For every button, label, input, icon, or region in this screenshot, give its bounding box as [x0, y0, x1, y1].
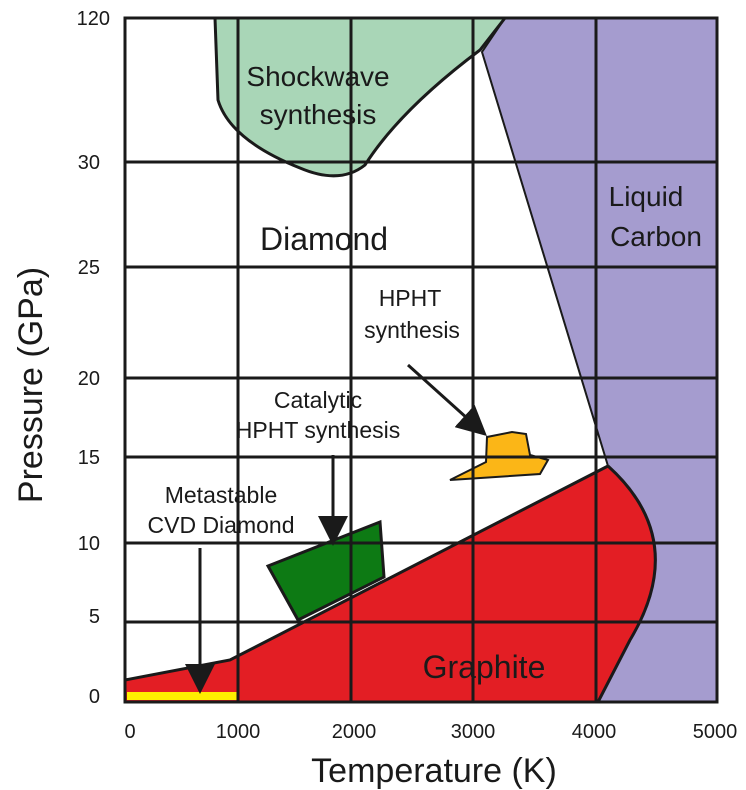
diamond-label: Diamond — [260, 221, 388, 257]
y-ticks: 0 5 10 15 20 25 30 120 — [77, 8, 110, 708]
liquid-label-2: Carbon — [610, 221, 702, 252]
x-tick-4000: 4000 — [572, 721, 617, 743]
graphite-diamond-boundary — [124, 464, 609, 682]
hpht-label-1: HPHT — [379, 285, 442, 311]
catalytic-label-2: HPHT synthesis — [236, 417, 400, 443]
y-tick-25: 25 — [78, 257, 100, 279]
catalytic-region — [268, 522, 384, 620]
y-tick-15: 15 — [78, 447, 100, 469]
x-tick-3000: 3000 — [451, 721, 496, 743]
plot-frame — [123, 16, 719, 704]
y-tick-10: 10 — [78, 533, 100, 555]
y-tick-120: 120 — [77, 8, 110, 30]
cvd-band — [127, 692, 237, 700]
shockwave-region — [215, 18, 505, 176]
shockwave-boundary — [213, 17, 507, 178]
liquid-carbon-region — [482, 18, 717, 702]
x-axis-title: Temperature (K) — [311, 752, 557, 790]
graphite-region — [125, 466, 656, 702]
shockwave-label-2: synthesis — [260, 99, 377, 130]
y-tick-30: 30 — [78, 152, 100, 174]
x-ticks: 0 1000 2000 3000 4000 5000 — [124, 721, 737, 743]
x-tick-2000: 2000 — [332, 721, 377, 743]
shockwave-label-1: Shockwave — [246, 61, 389, 92]
x-tick-1000: 1000 — [216, 721, 261, 743]
cvd-label-1: Metastable — [165, 482, 278, 508]
catalytic-label-1: Catalytic — [274, 387, 362, 413]
hpht-outline — [449, 430, 550, 481]
x-tick-0: 0 — [124, 721, 135, 743]
hpht-label-2: synthesis — [364, 317, 460, 343]
y-tick-20: 20 — [78, 368, 100, 390]
cvd-label-2: CVD Diamond — [148, 512, 295, 538]
graphite-liquid-boundary — [596, 464, 657, 703]
hpht-arrow — [406, 363, 487, 437]
liquid-label-1: Liquid — [609, 181, 684, 212]
y-tick-5: 5 — [89, 606, 100, 628]
y-axis-title: Pressure (GPa) — [12, 267, 50, 503]
y-tick-0: 0 — [89, 686, 100, 708]
graphite-label: Graphite — [423, 649, 546, 685]
x-tick-5000: 5000 — [693, 721, 738, 743]
